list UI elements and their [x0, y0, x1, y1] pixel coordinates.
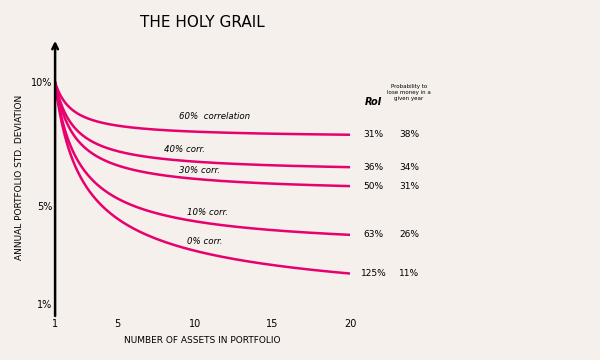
- Text: 31%: 31%: [364, 130, 384, 139]
- X-axis label: NUMBER OF ASSETS IN PORTFOLIO: NUMBER OF ASSETS IN PORTFOLIO: [124, 336, 281, 345]
- Text: RoI: RoI: [365, 97, 382, 107]
- Text: 38%: 38%: [399, 130, 419, 139]
- Text: 31%: 31%: [399, 181, 419, 190]
- Text: 26%: 26%: [399, 230, 419, 239]
- Text: 63%: 63%: [364, 230, 384, 239]
- Text: 50%: 50%: [364, 181, 384, 190]
- Text: 10% corr.: 10% corr.: [187, 208, 228, 217]
- Text: 36%: 36%: [364, 163, 384, 172]
- Text: Probability to
lose money in a
given year: Probability to lose money in a given yea…: [387, 84, 431, 102]
- Y-axis label: ANNUAL PORTFOLIO STD. DEVIATION: ANNUAL PORTFOLIO STD. DEVIATION: [15, 95, 24, 260]
- Text: 11%: 11%: [399, 269, 419, 278]
- Title: THE HOLY GRAIL: THE HOLY GRAIL: [140, 15, 265, 30]
- Text: 34%: 34%: [399, 163, 419, 172]
- Text: 40% corr.: 40% corr.: [164, 145, 205, 154]
- Text: 60%  correlation: 60% correlation: [179, 112, 250, 121]
- Text: 30% corr.: 30% corr.: [179, 166, 220, 175]
- Text: 0% corr.: 0% corr.: [187, 237, 223, 246]
- Text: 125%: 125%: [361, 269, 386, 278]
